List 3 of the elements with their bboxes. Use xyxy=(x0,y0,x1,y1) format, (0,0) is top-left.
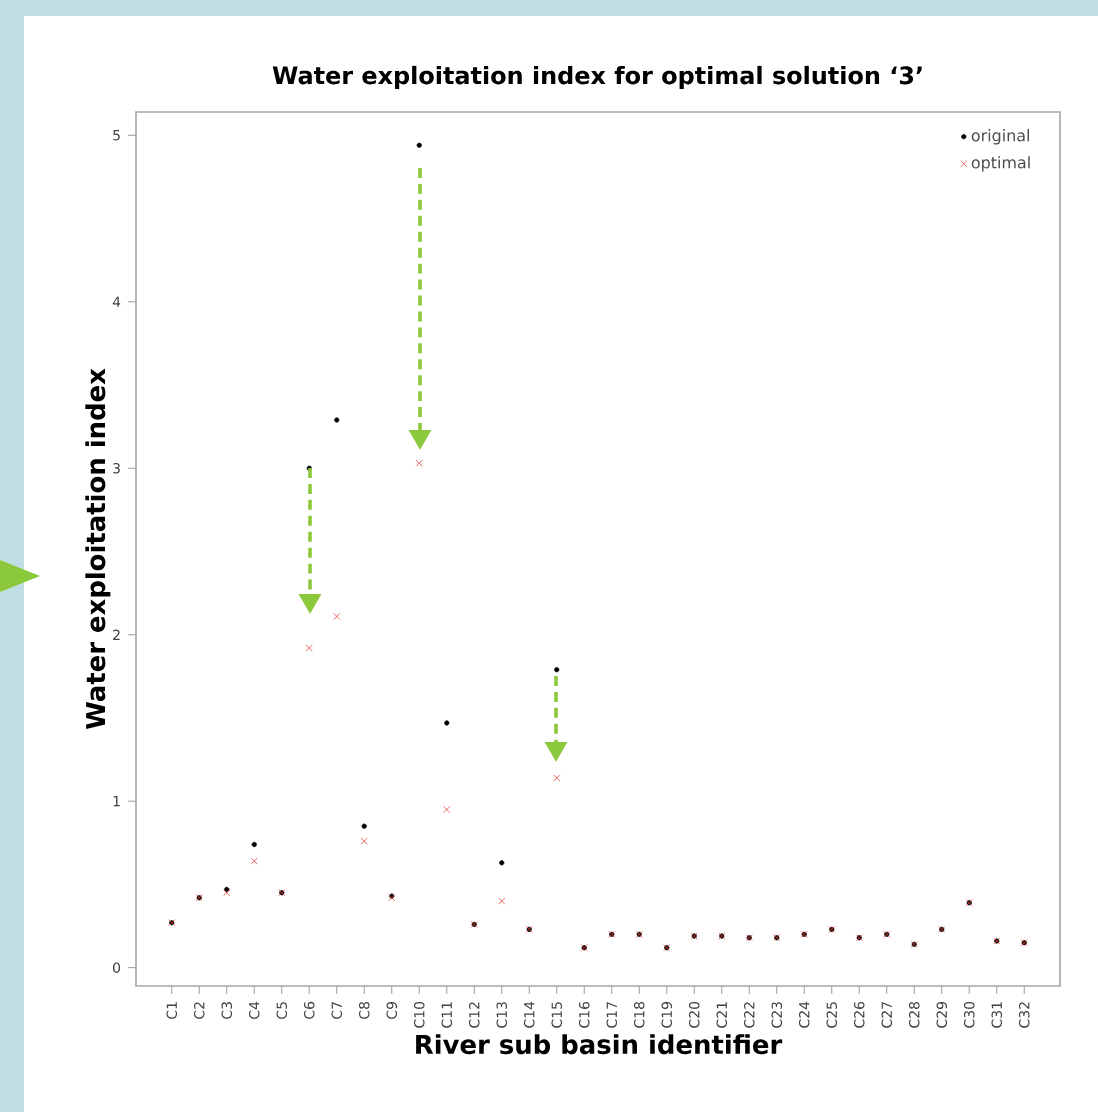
y-axis-title: Water exploitation index xyxy=(85,368,111,730)
x-axis-title: River sub basin identifier xyxy=(416,1034,783,1055)
chart-title: Water exploitation index for optimal solution ‘3’ xyxy=(272,65,922,89)
